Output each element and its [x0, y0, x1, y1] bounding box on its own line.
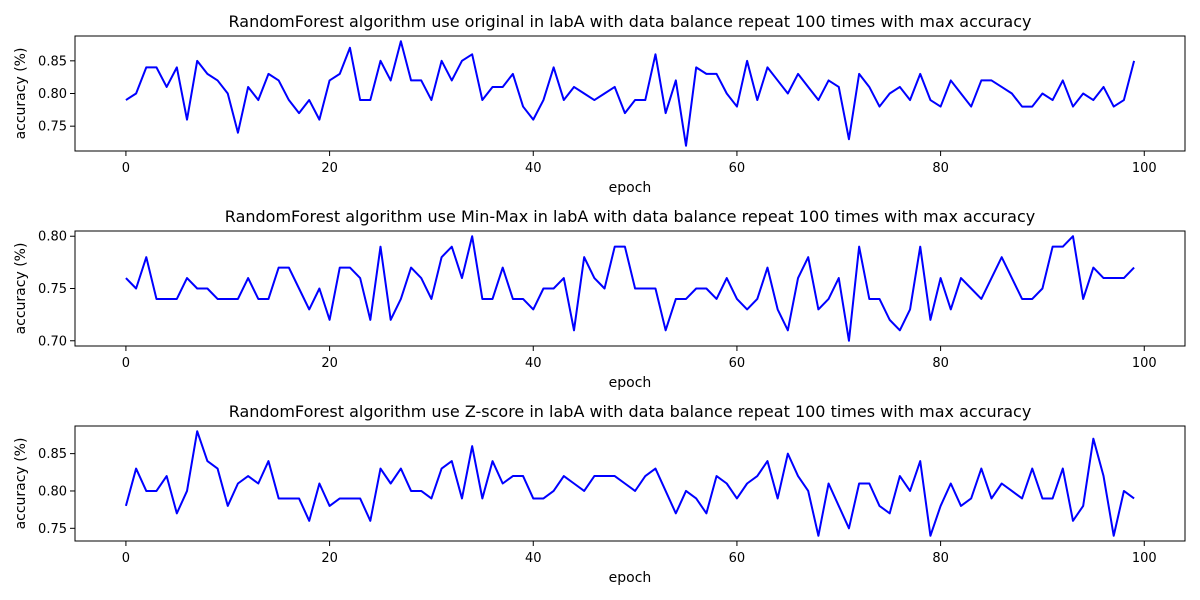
x-axis-label: epoch	[609, 375, 652, 391]
x-tick-label: 20	[321, 551, 338, 566]
x-tick-label: 80	[932, 161, 949, 176]
chart-title: RandomForest algorithm use Min-Max in la…	[225, 207, 1035, 226]
subplot-2: RandomForest algorithm use Min-Max in la…	[13, 207, 1186, 391]
x-tick-label: 60	[729, 551, 746, 566]
x-tick-label: 100	[1132, 161, 1157, 176]
series-line	[125, 40, 1136, 147]
x-tick-label: 60	[729, 161, 746, 176]
y-axis-label: accuracy (%)	[13, 243, 29, 335]
x-tick-label: 60	[729, 356, 746, 371]
subplot-3: RandomForest algorithm use Z-score in la…	[13, 402, 1186, 586]
y-tick-label: 0.80	[38, 87, 67, 102]
plot-frame	[74, 230, 1186, 347]
x-tick-label: 40	[525, 551, 542, 566]
y-tick-label: 0.70	[38, 334, 67, 349]
chart-title: RandomForest algorithm use original in l…	[229, 12, 1032, 31]
x-tick-label: 100	[1132, 356, 1157, 371]
y-tick-label: 0.80	[38, 230, 67, 245]
x-tick-label: 20	[321, 356, 338, 371]
x-axis-label: epoch	[609, 180, 652, 196]
series-line	[125, 235, 1135, 342]
y-tick-label: 0.80	[38, 484, 67, 499]
x-tick-label: 0	[122, 356, 130, 371]
x-tick-label: 0	[122, 551, 130, 566]
x-tick-label: 40	[525, 161, 542, 176]
y-tick-label: 0.75	[38, 120, 67, 135]
y-tick-label: 0.85	[38, 54, 67, 69]
y-axis-label: accuracy (%)	[13, 48, 29, 140]
series-line	[124, 430, 1135, 537]
x-tick-label: 100	[1132, 551, 1157, 566]
chart-title: RandomForest algorithm use Z-score in la…	[229, 402, 1032, 421]
plot-frame	[74, 425, 1186, 542]
y-tick-label: 0.85	[38, 447, 67, 462]
x-tick-label: 40	[525, 356, 542, 371]
plot-frame	[74, 35, 1186, 152]
x-tick-label: 0	[122, 161, 130, 176]
x-tick-label: 20	[321, 161, 338, 176]
y-axis-label: accuracy (%)	[13, 438, 29, 530]
x-tick-label: 80	[932, 551, 949, 566]
y-tick-label: 0.75	[38, 282, 67, 297]
subplot-1: RandomForest algorithm use original in l…	[13, 12, 1186, 196]
x-axis-label: epoch	[609, 570, 652, 586]
x-tick-label: 80	[932, 356, 949, 371]
y-tick-label: 0.75	[38, 522, 67, 537]
